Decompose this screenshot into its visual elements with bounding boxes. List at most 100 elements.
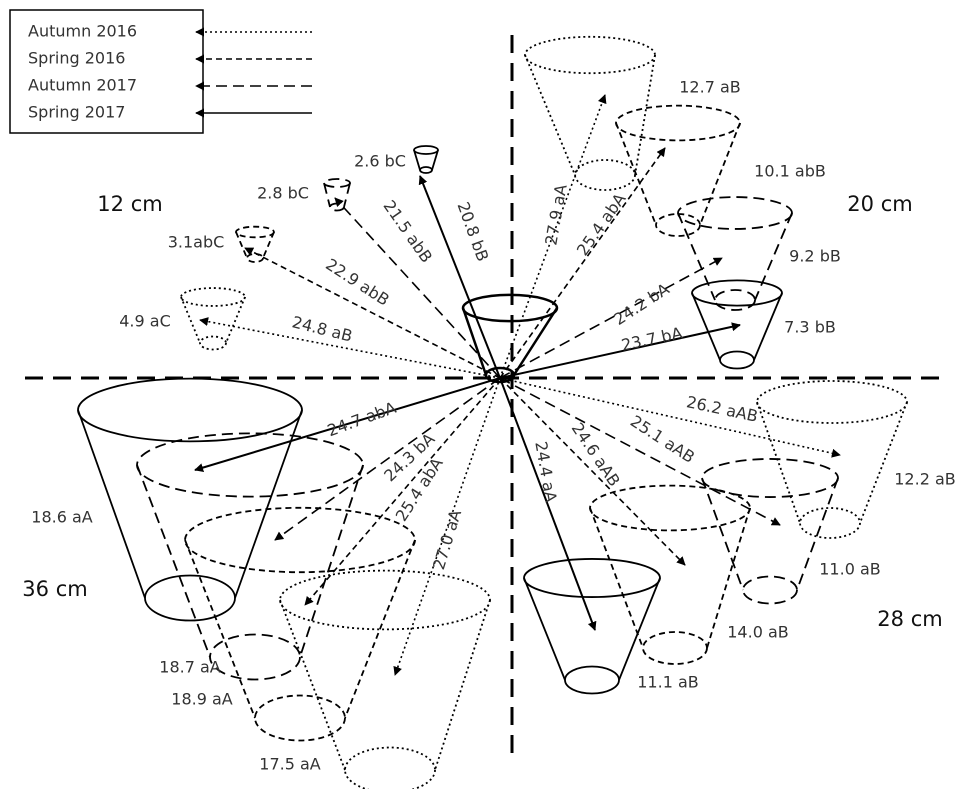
- cone-side: [706, 507, 751, 649]
- cone-top: [136, 432, 364, 498]
- cone-side: [431, 149, 439, 171]
- cone-label: 2.8 bC: [257, 184, 309, 203]
- cone-top: [524, 35, 656, 75]
- arrow-label: 26.2 aAB: [685, 392, 760, 426]
- cone-top: [77, 377, 303, 443]
- cone-side: [184, 539, 256, 719]
- arrow: [418, 175, 501, 379]
- cone-top: [413, 145, 439, 155]
- cone-top: [323, 178, 351, 188]
- cone-label: 9.2 bB: [789, 247, 841, 266]
- cone-label: 14.0 aB: [727, 623, 789, 642]
- cone-label: 12.2 aB: [894, 470, 956, 489]
- arrow-label: 25.1 aAB: [627, 411, 698, 466]
- arrow: [499, 322, 741, 379]
- cone-side: [323, 182, 331, 208]
- cone-bottom: [419, 166, 433, 174]
- cone-top: [756, 380, 908, 424]
- arrow-label: 24.8 aB: [290, 312, 354, 345]
- cone-label: 18.7 aA: [159, 658, 221, 677]
- cone-side: [434, 599, 491, 771]
- cone-top: [677, 196, 793, 230]
- arrow-label: 24.6 aAB: [568, 419, 624, 490]
- cone-bottom: [344, 746, 436, 789]
- cone-top: [615, 104, 741, 142]
- arrow: [244, 247, 501, 379]
- cone-side: [634, 54, 656, 176]
- arrow-label: 20.8 bB: [453, 199, 492, 264]
- cone-bottom: [209, 633, 301, 681]
- center-cone-top: [461, 293, 559, 323]
- quadrant-label: 12 cm: [97, 192, 162, 216]
- cone-side: [225, 296, 246, 344]
- arrow-label: 27.0 aA: [429, 507, 465, 571]
- cone-side: [699, 122, 741, 226]
- cone-label: 10.1 abB: [754, 162, 826, 181]
- arrow-label: 27.9 aA: [541, 183, 570, 247]
- cone-label: 4.9 aC: [119, 312, 171, 331]
- cone-top: [235, 225, 275, 239]
- cone-side: [701, 477, 744, 591]
- cone-label: 11.1 aB: [637, 673, 699, 692]
- cone-label: 17.5 aA: [259, 755, 321, 774]
- arrow-label: 23.7 bA: [620, 323, 684, 354]
- cone-bottom: [564, 665, 620, 695]
- arrow: [194, 377, 501, 472]
- arrow: [199, 317, 501, 379]
- layer: Autumn 2016 Spring 2016 Autumn 2017 Spring …: [22, 22, 956, 789]
- cone-label: 12.7 aB: [679, 78, 741, 97]
- cone-side: [756, 401, 801, 524]
- cone-side: [77, 409, 146, 599]
- cone-label: 18.9 aA: [171, 690, 233, 709]
- arrow-label: 24.2 bA: [610, 279, 672, 329]
- cone-side: [754, 212, 793, 301]
- cone-label: 18.6 aA: [31, 508, 93, 527]
- cone-top: [184, 506, 416, 574]
- cone-label: 2.6 bC: [354, 152, 406, 171]
- cone-bottom: [642, 631, 708, 665]
- quadrant-label: 36 cm: [22, 577, 87, 601]
- cone-side: [136, 464, 211, 658]
- legend-box: [9, 9, 204, 134]
- cone-side: [615, 122, 657, 226]
- cone-bottom: [655, 213, 701, 237]
- arrow: [499, 377, 597, 631]
- arrow: [274, 377, 501, 541]
- cone-bottom: [144, 574, 236, 622]
- cone-bottom: [199, 335, 227, 351]
- cone-bottom: [574, 159, 636, 191]
- cone-side: [279, 599, 346, 771]
- cone-side: [343, 182, 351, 208]
- cone-side: [180, 296, 201, 344]
- cone-side: [524, 54, 576, 176]
- cone-side: [523, 577, 566, 681]
- cone-label: 11.0 aB: [819, 560, 881, 579]
- legend-label: Autumn 2017: [28, 76, 137, 95]
- cone-side: [262, 231, 275, 259]
- cone-top: [523, 558, 661, 598]
- quadrant-label: 28 cm: [877, 607, 942, 631]
- arrow: [334, 197, 501, 379]
- cone-side: [691, 292, 721, 361]
- cone-bottom: [714, 289, 756, 311]
- center-cone-side: [512, 307, 559, 376]
- arrow: [499, 377, 781, 526]
- cone-side: [618, 577, 661, 681]
- cone-side: [589, 507, 644, 649]
- arrow-label: 21.5 abB: [379, 197, 436, 267]
- cone-top: [180, 287, 246, 307]
- cone-bottom: [799, 507, 861, 539]
- cone-top: [701, 458, 839, 498]
- arrow: [499, 377, 686, 566]
- arrow-label: 24.7 abA: [325, 398, 399, 440]
- arrow: [499, 377, 841, 458]
- cone-side: [677, 212, 716, 301]
- cone-bottom: [254, 694, 346, 742]
- cone-side: [796, 477, 839, 591]
- arrow: [499, 94, 607, 379]
- cone-bottom: [742, 575, 798, 605]
- cone-bottom: [246, 253, 264, 263]
- arrow: [499, 257, 723, 379]
- cone-side: [413, 149, 421, 171]
- cone-label: 3.1abC: [168, 233, 225, 252]
